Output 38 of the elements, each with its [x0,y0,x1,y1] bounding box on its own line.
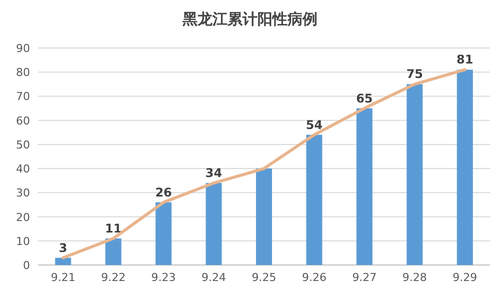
bar [306,134,322,265]
y-tick-label: 20 [16,210,30,224]
x-tick-label: 9.22 [101,271,126,284]
bar [105,238,122,265]
line-series [62,68,466,260]
y-tick-label: 50 [16,138,30,152]
data-label: 65 [356,91,373,106]
bar [356,108,372,265]
bar [456,70,473,265]
data-label: 54 [306,118,323,132]
y-tick-label: 40 [16,162,30,176]
bar [55,258,72,265]
x-tick-label: 9.24 [202,271,226,284]
x-tick-label: 9.23 [151,271,176,284]
data-label: 75 [406,67,424,82]
y-tick-label: 10 [16,234,30,248]
data-label: 81 [456,52,474,67]
x-tick-label: 9.25 [252,271,276,284]
x-tick-label: 9.21 [50,271,76,284]
x-tick-label: 9.29 [452,271,478,284]
x-tick-label: 9.26 [302,271,326,284]
bar [206,183,222,265]
chart-title: 黑龙江累计阳性病例 [182,10,318,28]
x-tick-label: 9.28 [402,271,427,284]
y-tick-label: 0 [23,259,30,272]
y-tick-label: 30 [16,186,30,200]
bar [256,168,272,265]
data-label: 34 [205,166,222,180]
data-label: 26 [155,185,172,200]
y-tick-label: 60 [16,114,30,128]
y-tick-label: 70 [16,90,30,104]
y-tick-label: 90 [16,42,30,55]
y-tick-label: 80 [16,66,30,80]
x-tick-label: 9.27 [352,271,377,284]
data-label: 3 [58,240,68,255]
data-label: 11 [104,221,122,236]
bar [156,202,172,265]
bar [406,84,423,265]
